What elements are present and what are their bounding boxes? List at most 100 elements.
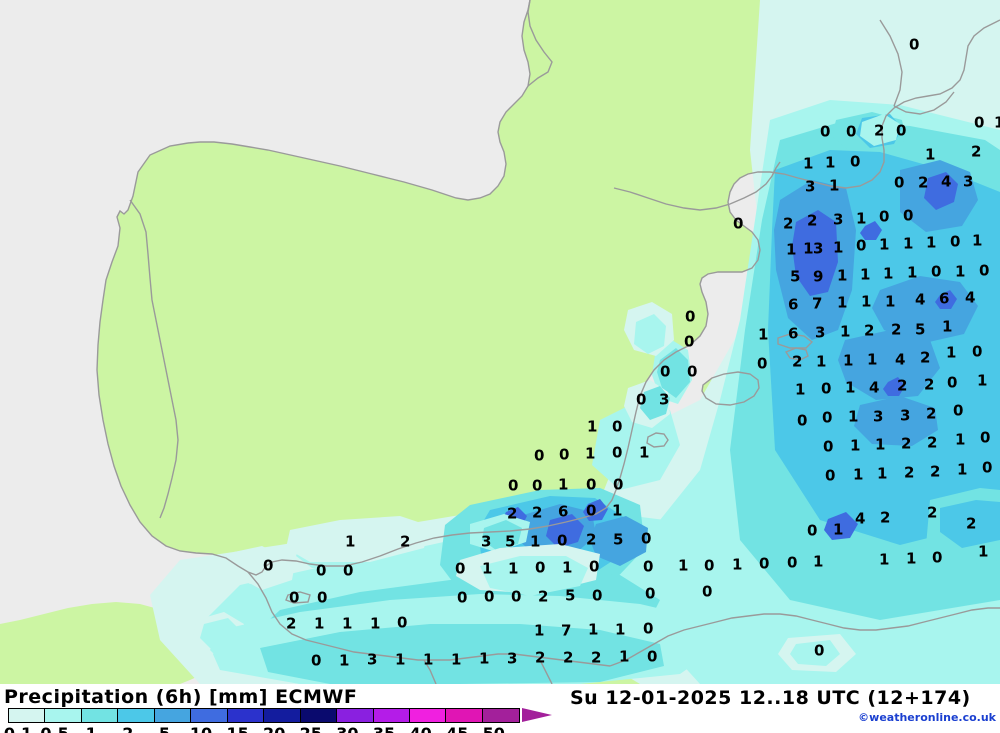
- map-canvas: [0, 0, 1000, 684]
- precip-value: 1: [508, 559, 518, 578]
- precip-value: 4: [941, 172, 951, 191]
- precip-value: 0: [317, 588, 327, 607]
- precip-value: 9: [813, 267, 823, 286]
- color-scale-overflow-arrow: [522, 708, 553, 722]
- precip-value: 0: [903, 206, 913, 225]
- precip-value: 1: [423, 650, 433, 669]
- color-scale-tick: 2: [122, 724, 133, 733]
- precip-value: 1: [843, 351, 853, 370]
- precip-value: 1: [877, 464, 887, 483]
- color-scale-tick-labels: 0.10.5125101520253035404550: [4, 724, 548, 733]
- precip-value: 0: [931, 262, 941, 281]
- precip-value: 0: [797, 411, 807, 430]
- coastline-borders: [96, 0, 1000, 684]
- precip-value: 5: [505, 532, 515, 551]
- precip-value: 0: [586, 475, 596, 494]
- precip-value: 1: [845, 378, 855, 397]
- precip-value: 0: [508, 476, 518, 495]
- precip-value: 0: [825, 466, 835, 485]
- precip-value: 3: [805, 177, 815, 196]
- color-scale-swatch: [446, 709, 483, 722]
- precipitation-map[interactable]: 0 0 0 2 0 0 1 1 1 0 1 2 3 1 0 2 4 3 2 2 3 1 0 0 0 1 13 1 0 1 1 1 0 1 5 9 1 1 1…: [0, 0, 1000, 684]
- precip-value: 1: [825, 153, 835, 172]
- precip-value: 5: [565, 586, 575, 605]
- precip-value: 0: [457, 588, 467, 607]
- precip-value: 3: [481, 532, 491, 551]
- color-scale-tick: 0.1: [4, 724, 32, 733]
- precip-value: 1: [957, 460, 967, 479]
- precip-value: 0: [316, 561, 326, 580]
- precip-value: 3: [507, 649, 517, 668]
- precip-value: 2: [807, 211, 817, 230]
- precip-value: 1: [587, 417, 597, 436]
- precip-value: 1: [833, 520, 843, 539]
- legend-title: Precipitation (6h) [mm] ECMWF: [4, 686, 358, 708]
- precip-value: 6: [558, 502, 568, 521]
- precip-value: 1: [885, 292, 895, 311]
- precip-value: 7: [812, 294, 822, 313]
- precip-value: 1: [345, 532, 355, 551]
- precip-value: 0: [757, 354, 767, 373]
- precip-value: 2: [400, 532, 410, 551]
- precip-value: 1: [558, 475, 568, 494]
- precip-value: 2: [874, 121, 884, 140]
- color-scale-swatch: [45, 709, 82, 722]
- color-scale[interactable]: 0.10.5125101520253035404550: [4, 708, 553, 733]
- precip-value: 1: [829, 176, 839, 195]
- precip-value: 1: [786, 240, 796, 259]
- precip-value: 5: [613, 530, 623, 549]
- precip-value: 0: [821, 379, 831, 398]
- precip-value: 1: [451, 650, 461, 669]
- precip-value: 0: [397, 613, 407, 632]
- precip-value: 0: [685, 307, 695, 326]
- precip-value: 0: [896, 121, 906, 140]
- color-scale-swatch: [118, 709, 155, 722]
- precip-value: 2: [507, 504, 517, 523]
- precip-value: 1: [879, 550, 889, 569]
- color-scale-swatch: [482, 709, 520, 722]
- precip-value: 2: [897, 376, 907, 395]
- precip-value: 2: [930, 462, 940, 481]
- precip-value: 1: [588, 620, 598, 639]
- precip-value: 4: [855, 509, 865, 528]
- precip-value: 1: [867, 350, 877, 369]
- color-scale-tick: 30: [336, 724, 358, 733]
- precip-value: 0: [641, 529, 651, 548]
- color-scale-tick: 10: [190, 724, 212, 733]
- precip-value: 6: [788, 324, 798, 343]
- precip-value: 1: [562, 558, 572, 577]
- precip-value: 0: [823, 437, 833, 456]
- precip-value: 1: [795, 380, 805, 399]
- color-scale-tick: 40: [409, 724, 431, 733]
- precip-value: 1: [875, 435, 885, 454]
- color-scale-swatch: [300, 709, 338, 722]
- precip-value: 2: [532, 503, 542, 522]
- color-scale-swatches: [8, 708, 521, 723]
- color-scale-tick: 20: [263, 724, 285, 733]
- precip-value: 0: [532, 476, 542, 495]
- precip-value: 4: [915, 290, 925, 309]
- color-scale-tick: 45: [446, 724, 468, 733]
- precip-value: 0: [484, 587, 494, 606]
- precip-value: 1: [860, 265, 870, 284]
- precip-value: 0: [974, 113, 984, 132]
- precip-value: 0: [807, 521, 817, 540]
- precip-value: 0: [820, 122, 830, 141]
- precip-value: 1: [639, 443, 649, 462]
- precip-value: 5: [790, 267, 800, 286]
- precip-value: 1: [907, 263, 917, 282]
- precip-value: 0: [455, 559, 465, 578]
- precip-value: 2: [926, 404, 936, 423]
- precip-value: 2: [586, 530, 596, 549]
- precip-value: 0: [612, 417, 622, 436]
- precip-value: 1: [615, 620, 625, 639]
- precip-value: 0: [592, 586, 602, 605]
- precip-value: 1: [395, 650, 405, 669]
- color-scale-tick: 25: [300, 724, 322, 733]
- precip-value: 0: [972, 342, 982, 361]
- color-scale-tick: 5: [159, 724, 170, 733]
- precip-value: 0: [950, 232, 960, 251]
- precip-value: 0: [511, 587, 521, 606]
- precip-value: 0: [263, 556, 273, 575]
- precip-value: 0: [953, 401, 963, 420]
